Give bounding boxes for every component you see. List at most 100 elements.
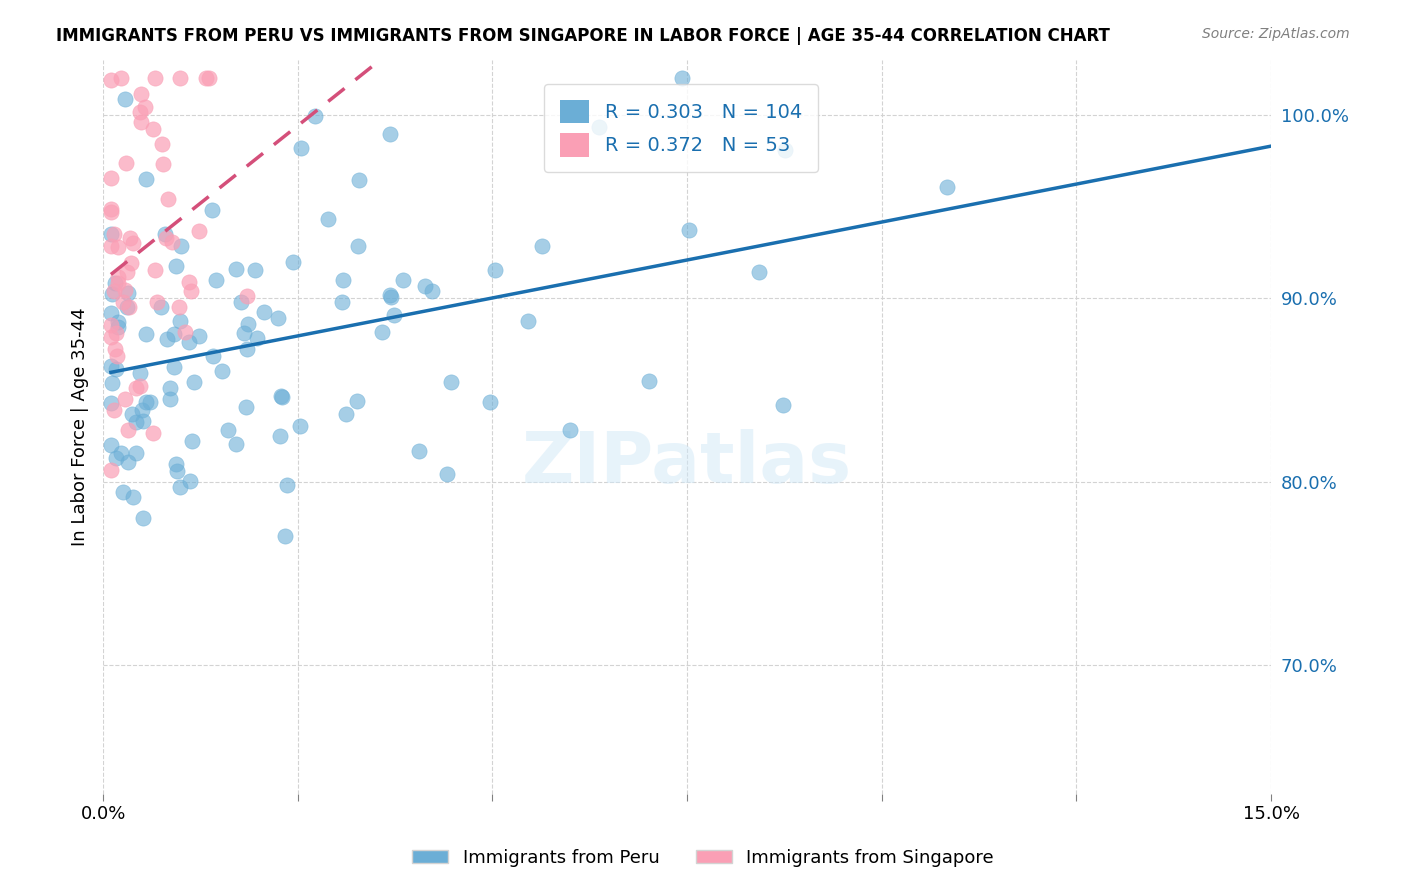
Immigrants from Peru: [169, 480, 191, 494]
Immigrants from Singapore: [118, 300, 141, 314]
Immigrants from Singapore: [174, 325, 197, 339]
Immigrants from Singapore: [105, 350, 128, 364]
Immigrants from Peru: [479, 395, 502, 409]
Immigrants from Singapore: [115, 156, 138, 170]
Immigrants from Peru: [169, 314, 191, 328]
Immigrants from Singapore: [120, 255, 142, 269]
Immigrants from Peru: [135, 394, 157, 409]
Immigrants from Peru: [231, 295, 253, 310]
Immigrants from Singapore: [107, 269, 129, 284]
Immigrants from Peru: [156, 332, 179, 346]
Immigrants from Peru: [274, 529, 297, 543]
Immigrants from Peru: [560, 423, 582, 437]
Immigrants from Peru: [121, 407, 143, 421]
Immigrants from Peru: [110, 446, 132, 460]
Immigrants from Peru: [125, 415, 148, 429]
Immigrants from Singapore: [155, 231, 177, 245]
Immigrants from Peru: [380, 128, 402, 142]
Immigrants from Singapore: [146, 295, 169, 310]
Immigrants from Peru: [201, 202, 224, 217]
Immigrants from Peru: [117, 285, 139, 300]
Legend: R = 0.303   N = 104, R = 0.372   N = 53: R = 0.303 N = 104, R = 0.372 N = 53: [544, 84, 817, 172]
Immigrants from Peru: [588, 120, 610, 134]
Immigrants from Peru: [235, 401, 257, 415]
Immigrants from Singapore: [129, 104, 152, 119]
Immigrants from Peru: [100, 306, 122, 320]
Immigrants from Peru: [332, 273, 354, 287]
Immigrants from Peru: [236, 317, 259, 331]
Immigrants from Peru: [107, 319, 129, 334]
Immigrants from Singapore: [114, 284, 136, 298]
Immigrants from Peru: [128, 366, 150, 380]
Immigrants from Singapore: [103, 284, 125, 298]
Immigrants from Peru: [290, 141, 312, 155]
Immigrants from Peru: [202, 349, 225, 363]
Immigrants from Peru: [115, 300, 138, 314]
Immigrants from Peru: [131, 402, 153, 417]
Immigrants from Singapore: [104, 326, 127, 341]
Immigrants from Peru: [112, 484, 135, 499]
Immigrants from Peru: [170, 238, 193, 252]
Immigrants from Peru: [420, 285, 443, 299]
Immigrants from Singapore: [235, 289, 257, 303]
Immigrants from Singapore: [188, 224, 211, 238]
Immigrants from Peru: [131, 510, 153, 524]
Immigrants from Singapore: [152, 156, 174, 170]
Immigrants from Singapore: [100, 463, 122, 477]
Immigrants from Peru: [159, 381, 181, 395]
Text: ZIPatlas: ZIPatlas: [522, 429, 852, 498]
Immigrants from Singapore: [100, 73, 122, 87]
Immigrants from Singapore: [107, 276, 129, 290]
Immigrants from Peru: [166, 465, 188, 479]
Text: Source: ZipAtlas.com: Source: ZipAtlas.com: [1202, 27, 1350, 41]
Immigrants from Peru: [413, 278, 436, 293]
Immigrants from Peru: [165, 260, 187, 274]
Immigrants from Peru: [217, 423, 239, 437]
Immigrants from Peru: [436, 467, 458, 482]
Immigrants from Peru: [380, 290, 402, 304]
Immigrants from Peru: [232, 326, 254, 340]
Immigrants from Peru: [246, 331, 269, 345]
Immigrants from Peru: [183, 375, 205, 389]
Immigrants from Peru: [288, 419, 311, 434]
Immigrants from Peru: [638, 374, 661, 388]
Immigrants from Peru: [678, 223, 700, 237]
Immigrants from Peru: [772, 398, 794, 412]
Immigrants from Singapore: [142, 122, 165, 136]
Immigrants from Singapore: [143, 70, 166, 85]
Immigrants from Peru: [773, 143, 796, 157]
Immigrants from Peru: [335, 407, 357, 421]
Immigrants from Singapore: [104, 342, 127, 356]
Immigrants from Singapore: [143, 263, 166, 277]
Immigrants from Singapore: [100, 318, 122, 332]
Immigrants from Peru: [484, 262, 506, 277]
Immigrants from Singapore: [100, 205, 122, 219]
Immigrants from Singapore: [114, 392, 136, 406]
Immigrants from Peru: [370, 325, 392, 339]
Immigrants from Peru: [349, 172, 371, 186]
Immigrants from Singapore: [100, 329, 122, 343]
Immigrants from Peru: [125, 446, 148, 460]
Immigrants from Peru: [132, 414, 155, 428]
Immigrants from Peru: [105, 361, 128, 376]
Immigrants from Peru: [101, 376, 124, 390]
Immigrants from Peru: [391, 273, 413, 287]
Immigrants from Peru: [382, 308, 405, 322]
Immigrants from Peru: [225, 261, 247, 276]
Immigrants from Peru: [252, 305, 274, 319]
Immigrants from Peru: [107, 315, 129, 329]
Immigrants from Peru: [408, 443, 430, 458]
Immigrants from Peru: [211, 364, 233, 378]
Immigrants from Singapore: [198, 70, 221, 85]
Legend: Immigrants from Peru, Immigrants from Singapore: Immigrants from Peru, Immigrants from Si…: [405, 842, 1001, 874]
Immigrants from Singapore: [117, 265, 139, 279]
Immigrants from Peru: [121, 490, 143, 504]
Immigrants from Peru: [276, 478, 298, 492]
Immigrants from Peru: [138, 394, 160, 409]
Immigrants from Peru: [225, 437, 247, 451]
Immigrants from Singapore: [103, 403, 125, 417]
Immigrants from Singapore: [100, 238, 122, 252]
Immigrants from Singapore: [129, 378, 152, 392]
Immigrants from Peru: [135, 171, 157, 186]
Immigrants from Peru: [163, 327, 186, 342]
